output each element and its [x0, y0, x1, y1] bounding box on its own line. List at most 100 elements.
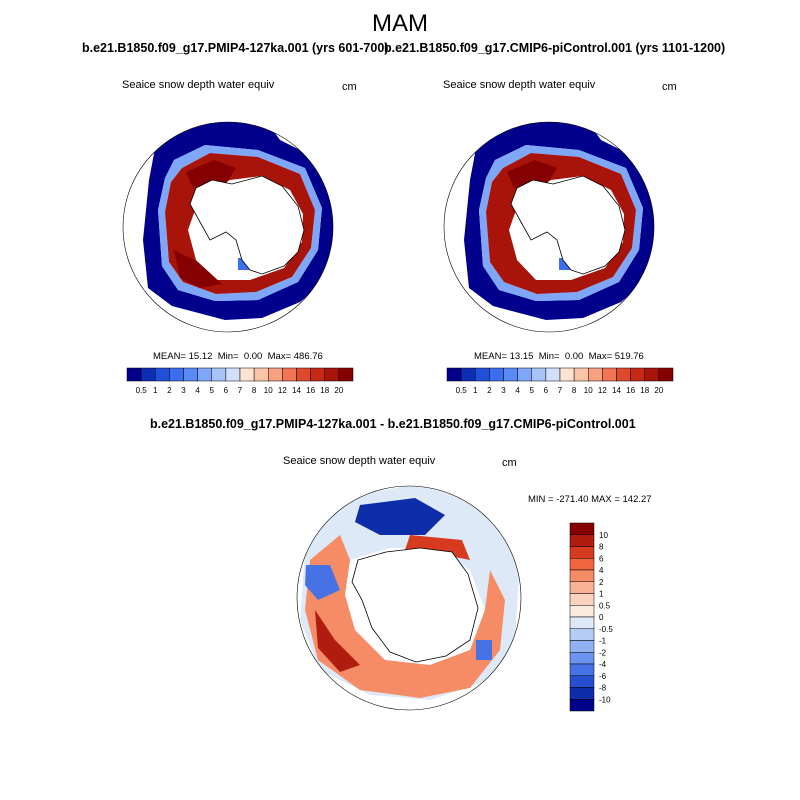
diff-negative-east — [476, 640, 492, 660]
panel2-mean: 13.15 — [509, 351, 534, 362]
panel2-colorbar-tick-label: 4 — [515, 386, 520, 395]
panel1-colorbar-swatch-7 — [225, 367, 241, 382]
panel2-colorbar-tick-label: 5 — [530, 386, 535, 395]
panel2-colorbar-tick-label: 2 — [487, 386, 492, 395]
diff-colorbar-tick-label: 2 — [599, 578, 604, 587]
panel2-colorbar-tick-label: 10 — [584, 386, 593, 395]
panel2-colorbar-tick-label: 3 — [501, 386, 506, 395]
panel1-colorbar-swatch-12 — [296, 367, 311, 382]
panel1-colorbar-swatch-9 — [253, 367, 269, 382]
diff-colorbar-swatch-13 — [569, 675, 595, 688]
diff-boundary — [296, 485, 522, 711]
panel2-colorbar-swatch-0 — [446, 367, 462, 382]
diff-colorbar-swatch-3 — [569, 558, 595, 571]
panel2-colorbar-swatch-2 — [475, 367, 490, 382]
diff-units-label: cm — [502, 457, 517, 469]
diff-colorbar-swatch-4 — [569, 569, 595, 582]
panel1-ice-mid-band — [158, 145, 322, 301]
diff-colorbar-tick-label: -0.5 — [599, 625, 613, 634]
panel1-min: 0.00 — [243, 351, 263, 362]
diff-colorbar-tick-label: -10 — [599, 695, 611, 704]
diff-colorbar: 10 8 6 4 2 1 0.5 0 -0.5 -1 -2 -4 -6 -8 -10 — [569, 522, 613, 712]
panel2-colorbar-swatch-5 — [517, 367, 532, 382]
diff-antarctica — [351, 547, 479, 663]
panel2-colorbar-swatch-7 — [545, 367, 561, 382]
panel2-colorbar: 0.5 1 2 3 4 5 6 7 8 10 12 14 16 18 20 — [446, 367, 674, 395]
panel2-colorbar-swatch-12 — [616, 367, 631, 382]
panel1-variable-label: Seaice snow depth water equiv — [122, 79, 275, 91]
page-title: MAM — [372, 10, 428, 37]
panel1-colorbar-tick-label: 8 — [252, 386, 257, 395]
diff-colorbar-tick-label: -4 — [599, 660, 607, 669]
panel1-mean: 15.12 — [188, 351, 213, 362]
panel1-ice-peak-ross — [174, 250, 222, 288]
panel2-colorbar-tick-label: 6 — [544, 386, 549, 395]
panel2-colorbar-swatch-11 — [602, 367, 617, 382]
panel2-colorbar-swatch-8 — [559, 367, 575, 382]
panel1-max: 486.76 — [293, 351, 323, 362]
panel2-colorbar-tick-label: 14 — [612, 386, 621, 395]
diff-colorbar-tick-label: -6 — [599, 672, 607, 681]
diff-colorbar-tick-label: -1 — [599, 637, 607, 646]
panel2-colorbar-tick-label: 20 — [654, 386, 663, 395]
diff-colorbar-tick-label: -2 — [599, 648, 607, 657]
panel2-colorbar-swatch-6 — [531, 367, 547, 382]
panel1-colorbar-tick-label: 16 — [306, 386, 315, 395]
diff-colorbar-swatch-2 — [569, 546, 595, 559]
diff-minmax: MIN = -271.40 MAX = 142.27 — [528, 494, 652, 505]
panel1-min-label: Min= — [217, 351, 239, 362]
panel2-colorbar-swatch-1 — [460, 367, 476, 382]
panel2-colorbar-tick-label: 0.5 — [456, 386, 468, 395]
panel1-antarctica — [189, 175, 305, 275]
panel2-colorbar-tick-label: 8 — [572, 386, 577, 395]
diff-colorbar-tick-label: 0 — [599, 613, 604, 622]
diff-colorbar-swatch-1 — [569, 534, 595, 547]
panel2-min: 0.00 — [564, 351, 584, 362]
diff-colorbar-swatch-7 — [569, 605, 595, 618]
panel2-colorbar-swatch-15 — [658, 367, 674, 382]
panel1-colorbar-swatch-13 — [310, 367, 325, 382]
panel2-colorbar-swatch-10 — [588, 367, 603, 382]
diff-colorbar-swatch-6 — [569, 593, 595, 606]
panel1-colorbar-swatch-3 — [169, 367, 184, 382]
diff-positive-peak-ross — [315, 610, 360, 672]
panel1-ice-outer-band — [143, 122, 333, 320]
diff-colorbar-tick-label: 1 — [599, 590, 604, 599]
diff-variable-label: Seaice snow depth water equiv — [283, 455, 436, 467]
panel2-variable-label: Seaice snow depth water equiv — [443, 79, 596, 91]
panel1-colorbar: 0.5 1 2 3 4 5 6 7 8 10 12 14 16 18 20 — [126, 367, 354, 395]
panel1-case-title: b.e21.B1850.f09_g17.PMIP4-127ka.001 (yrs… — [82, 41, 389, 55]
panel2-colorbar-tick-label: 18 — [640, 386, 649, 395]
panel2-colorbar-swatch-4 — [503, 367, 518, 382]
panel2-max: 519.76 — [614, 351, 644, 362]
panel2-colorbar-swatch-9 — [573, 367, 589, 382]
panel1-colorbar-swatch-2 — [155, 367, 170, 382]
diff-positive-ring — [305, 535, 505, 698]
diff-map — [296, 485, 522, 711]
panel2-case-title: b.e21.B1850.f09_g17.CMIP6-piControl.001 … — [384, 41, 726, 55]
diff-colorbar-tick-label: -8 — [599, 684, 607, 693]
diff-colorbar-swatch-5 — [569, 581, 595, 594]
panel1-colorbar-tick-label: 12 — [278, 386, 287, 395]
panel1-colorbar-tick-label: 3 — [181, 386, 186, 395]
panel1-colorbar-swatch-10 — [268, 367, 283, 382]
panel2-map — [443, 121, 655, 333]
diff-negative-west — [305, 565, 340, 600]
panel2-boundary — [443, 121, 655, 333]
panel2-ice-mid-band — [479, 145, 643, 301]
diff-negative-weddell — [355, 498, 445, 535]
panel1-colorbar-tick-label: 0.5 — [136, 386, 148, 395]
panel2-colorbar-tick-label: 1 — [473, 386, 478, 395]
diff-colorbar-tick-label: 4 — [599, 566, 604, 575]
panel1-colorbar-tick-label: 4 — [195, 386, 200, 395]
diff-colorbar-swatch-14 — [569, 687, 595, 700]
panel1-map — [122, 121, 334, 333]
panel1-colorbar-swatch-4 — [183, 367, 198, 382]
panel2-min-label: Min= — [538, 351, 560, 362]
panel1-colorbar-tick-label: 2 — [167, 386, 172, 395]
diff-colorbar-swatch-8 — [569, 616, 595, 629]
panel2-colorbar-tick-label: 16 — [626, 386, 635, 395]
panel2-mean-label: MEAN= — [474, 351, 507, 362]
diff-colorbar-swatch-12 — [569, 663, 595, 676]
